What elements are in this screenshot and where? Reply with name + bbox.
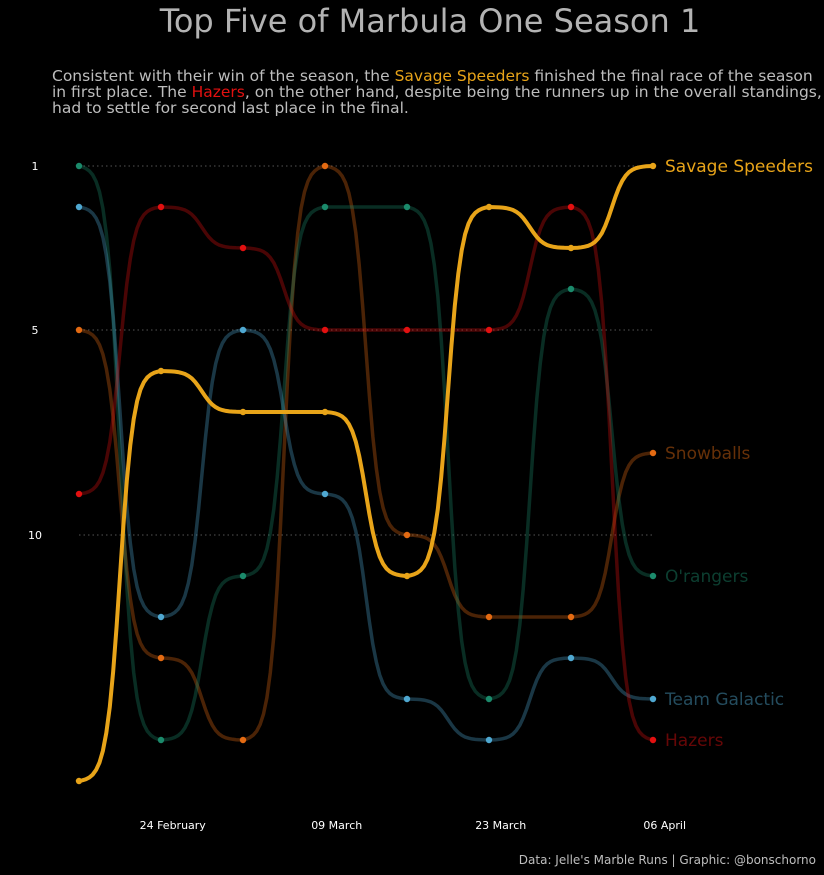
data-point-o-rangers-4 xyxy=(321,203,329,211)
data-point-savage-speeders-6 xyxy=(485,203,493,211)
series-label-hazers: Hazers xyxy=(665,731,724,751)
x-tick-label: 23 March xyxy=(475,819,526,832)
data-point-savage-speeders-7 xyxy=(567,244,575,252)
x-axis: 24 February 09 March 23 March 06 April xyxy=(140,819,686,832)
subtitle-highlight-hazers: Hazers xyxy=(191,83,245,101)
data-point-team-galactic-1 xyxy=(75,203,83,211)
data-point-team-galactic-7 xyxy=(567,654,575,662)
chart-title: Top Five of Marbula One Season 1 xyxy=(159,2,701,40)
series-line-team-galactic xyxy=(77,205,655,742)
data-point-o-rangers-2 xyxy=(157,736,165,744)
data-point-hazers-3 xyxy=(239,244,247,252)
data-point-o-rangers-7 xyxy=(567,285,575,293)
series-line-savage-speeders xyxy=(77,164,655,783)
data-point-hazers-1 xyxy=(75,490,83,498)
chart-subtitle: Consistent with their win of the season,… xyxy=(52,68,822,116)
x-tick-label: 09 March xyxy=(311,819,362,832)
data-point-hazers-8 xyxy=(649,736,657,744)
series-label-o-rangers: O'rangers xyxy=(665,567,748,587)
y-tick-label-5: 5 xyxy=(32,324,39,337)
data-point-snowballs-3 xyxy=(239,736,247,744)
data-point-hazers-4 xyxy=(321,326,329,334)
series-line-snowballs xyxy=(77,164,655,742)
data-point-o-rangers-3 xyxy=(239,572,247,580)
data-point-team-galactic-8 xyxy=(649,695,657,703)
chart-caption: Data: Jelle's Marble Runs | Graphic: @bo… xyxy=(518,853,816,867)
end-labels: Savage Speeders Snowballs O'rangers Team Ga… xyxy=(664,157,813,751)
data-point-team-galactic-6 xyxy=(485,736,493,744)
data-point-snowballs-1 xyxy=(75,326,83,334)
data-point-hazers-7 xyxy=(567,203,575,211)
data-point-snowballs-7 xyxy=(567,613,575,621)
data-point-savage-speeders-5 xyxy=(403,572,411,580)
data-point-snowballs-8 xyxy=(649,449,657,457)
series-line-hazers xyxy=(77,205,655,742)
data-point-snowballs-4 xyxy=(321,162,329,170)
series-label-savage-speeders: Savage Speeders xyxy=(665,157,813,177)
data-point-hazers-5 xyxy=(403,326,411,334)
data-point-o-rangers-1 xyxy=(75,162,83,170)
subtitle-part1: Consistent with their win of the season,… xyxy=(52,67,395,85)
data-point-hazers-6 xyxy=(485,326,493,334)
series-foreground xyxy=(75,162,657,785)
data-point-snowballs-2 xyxy=(157,654,165,662)
data-point-o-rangers-6 xyxy=(485,695,493,703)
data-point-savage-speeders-1 xyxy=(75,777,83,785)
data-point-o-rangers-5 xyxy=(403,203,411,211)
data-point-o-rangers-8 xyxy=(649,572,657,580)
data-point-savage-speeders-4 xyxy=(321,408,329,416)
data-point-team-galactic-5 xyxy=(403,695,411,703)
y-tick-label-10: 10 xyxy=(28,529,42,542)
series-background xyxy=(75,162,657,744)
data-point-team-galactic-2 xyxy=(157,613,165,621)
series-label-snowballs: Snowballs xyxy=(665,444,751,464)
series-label-team-galactic: Team Galactic xyxy=(664,690,784,710)
data-point-team-galactic-4 xyxy=(321,490,329,498)
data-point-savage-speeders-8 xyxy=(649,162,657,170)
data-point-team-galactic-3 xyxy=(239,326,247,334)
grid-lines xyxy=(79,165,653,536)
subtitle-part3: , on the other hand, despite being the r… xyxy=(52,83,822,117)
data-point-snowballs-5 xyxy=(403,531,411,539)
data-point-savage-speeders-3 xyxy=(239,408,247,416)
subtitle-highlight-savage-speeders: Savage Speeders xyxy=(394,67,530,85)
subtitle-part2: finished the final race of the season in… xyxy=(52,67,813,101)
x-tick-label: 06 April xyxy=(643,819,686,832)
x-tick-label: 24 February xyxy=(140,819,207,832)
data-point-savage-speeders-2 xyxy=(157,367,165,375)
data-point-hazers-2 xyxy=(157,203,165,211)
series-line-o-rangers xyxy=(77,164,655,742)
data-point-snowballs-6 xyxy=(485,613,493,621)
y-tick-label-1: 1 xyxy=(32,160,39,173)
